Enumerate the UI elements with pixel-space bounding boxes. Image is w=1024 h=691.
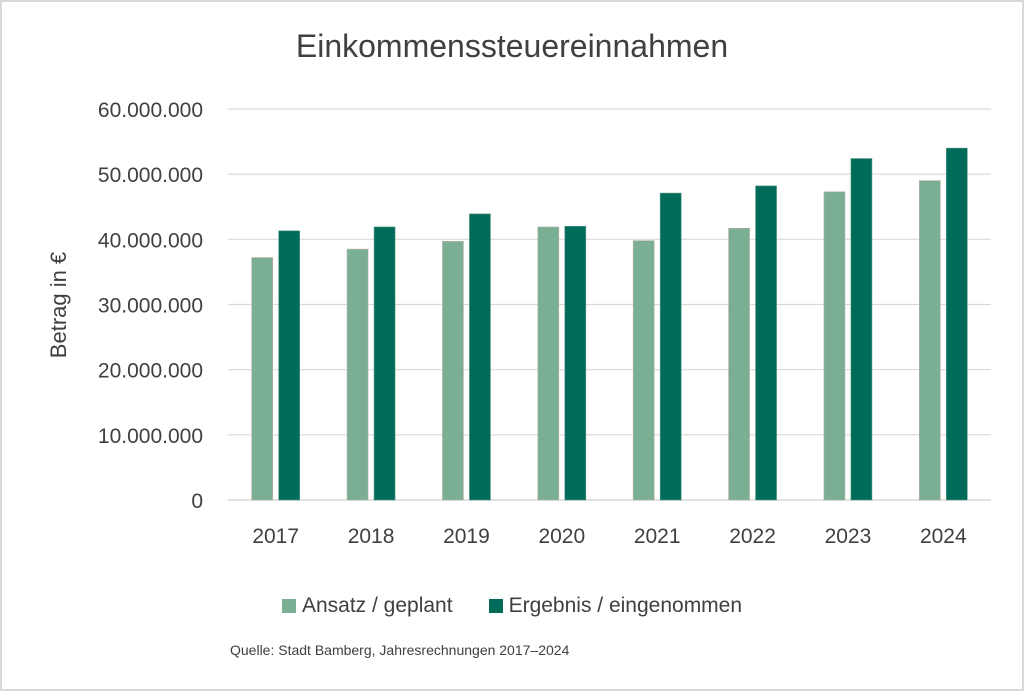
bar-actual: [659, 192, 682, 501]
bar-actual: [946, 147, 968, 501]
y-axis-label: Betrag in €: [46, 252, 71, 358]
legend-item-actual: Ergebnis / eingenommen: [488, 594, 743, 618]
y-tick-label: 40.000.000: [98, 229, 203, 252]
source-note: Quelle: Stadt Bamberg, Jahresrechnungen …: [230, 642, 570, 658]
gridlines: [228, 108, 991, 501]
y-axis-ticks: 0 10.000.000 20.000.000 30.000.000 40.000.00…: [98, 99, 203, 513]
y-tick-label: 10.000.000: [98, 425, 203, 448]
bar-planned: [442, 240, 464, 501]
bar-planned: [251, 257, 273, 501]
x-tick-label: 2019: [443, 525, 490, 548]
x-tick-label: 2020: [538, 525, 585, 548]
x-tick-label: 2024: [920, 525, 967, 548]
legend-label-actual: Ergebnis / eingenommen: [508, 594, 743, 617]
bar-actual: [469, 213, 491, 501]
y-tick-label: 60.000.000: [98, 99, 203, 122]
bar-planned: [919, 180, 941, 501]
legend: Ansatz / geplant Ergebnis / eingenommen: [0, 594, 1024, 618]
x-tick-label: 2021: [634, 525, 681, 548]
chart-title: Einkommenssteuereinnahmen: [295, 28, 729, 64]
bar-planned: [728, 227, 750, 501]
y-tick-label: 50.000.000: [98, 164, 203, 187]
bar-planned: [632, 240, 655, 501]
x-tick-label: 2018: [348, 525, 395, 548]
bar-planned: [823, 191, 846, 501]
y-tick-label: 0: [191, 490, 203, 513]
bars: [251, 147, 968, 501]
x-axis-ticks: 2017 2018 2019 2020 2021 2022 2023 2024: [252, 525, 967, 548]
bar-actual: [755, 185, 777, 501]
x-tick-label: 2023: [825, 525, 872, 548]
y-tick-label: 20.000.000: [98, 360, 203, 383]
bar-actual: [278, 230, 300, 501]
legend-swatch-planned: [281, 599, 296, 613]
x-tick-label: 2017: [252, 525, 299, 548]
bar-planned: [537, 226, 560, 501]
bar-actual: [850, 158, 873, 501]
bar-actual: [373, 226, 396, 501]
bar-actual: [564, 226, 587, 501]
bar-planned: [346, 248, 369, 501]
legend-swatch-actual: [488, 599, 503, 613]
legend-label-planned: Ansatz / geplant: [301, 594, 453, 617]
legend-item-planned: Ansatz / geplant: [281, 594, 453, 618]
x-tick-label: 2022: [729, 525, 776, 548]
y-tick-label: 30.000.000: [98, 295, 203, 318]
